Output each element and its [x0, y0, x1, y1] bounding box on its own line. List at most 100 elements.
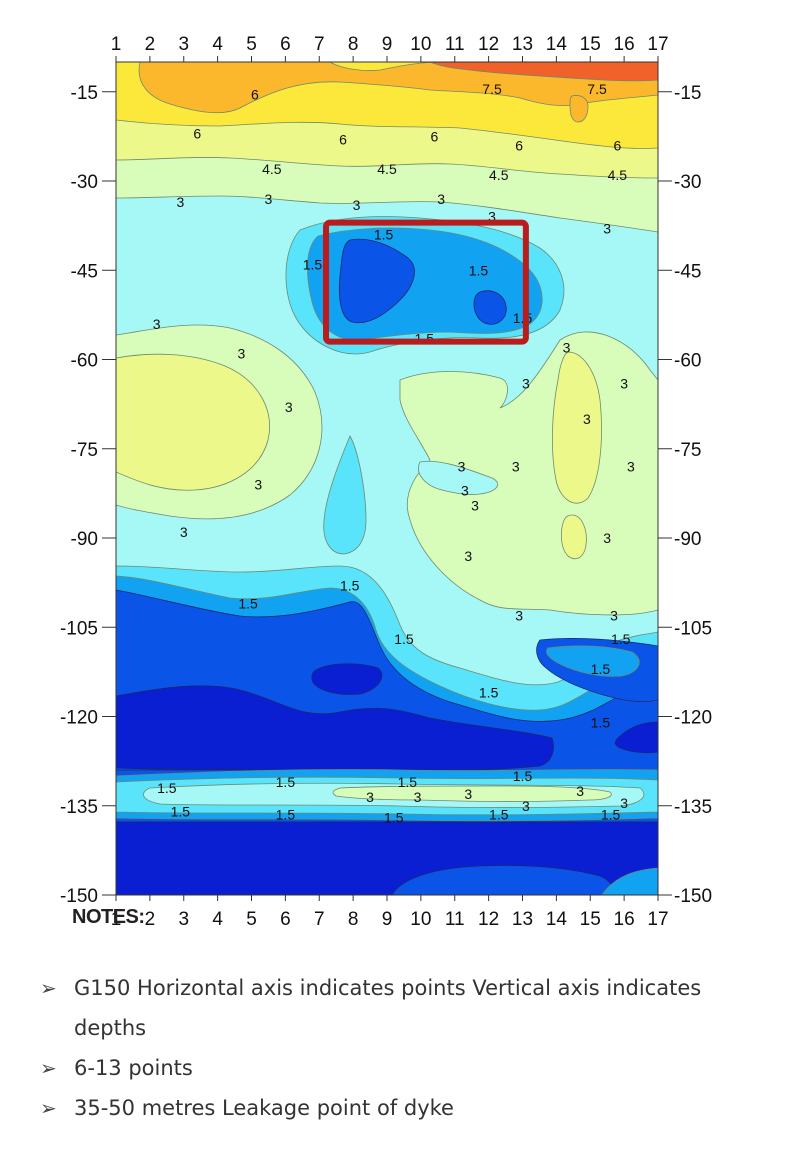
axis-ticks: 1122334455667788991010111112121313141415… [60, 34, 712, 930]
x-tick-label-bottom: 7 [314, 909, 325, 930]
y-tick-label-right: -135 [674, 797, 712, 818]
contour-label: 6 [515, 137, 523, 153]
contour-label: 3 [254, 476, 262, 492]
x-tick-label-top: 7 [314, 34, 325, 55]
contour-label: 1.5 [489, 807, 509, 823]
contour-label: 3 [522, 375, 530, 391]
contour-label: 3 [620, 375, 628, 391]
highlight-layer [323, 219, 529, 345]
x-tick-label-top: 11 [445, 34, 465, 55]
contour-label: 1.5 [238, 595, 258, 611]
x-tick-label-bottom: 15 [580, 909, 601, 930]
contour-label: 6 [251, 87, 259, 103]
x-tick-label-top: 4 [212, 34, 223, 55]
x-tick-label-top: 14 [546, 34, 568, 55]
contour-label: 6 [339, 131, 347, 147]
contour-label: 1.5 [513, 768, 533, 784]
contour-label: 3 [353, 197, 361, 213]
arrow-bullet-icon: ➢ [40, 1096, 57, 1120]
contour-label: 3 [153, 316, 161, 332]
note-item: ➢ 35-50 metres Leakage point of dyke [40, 1088, 760, 1128]
fill-spot-orange-15 [569, 95, 589, 123]
contour-label: 1.5 [601, 807, 621, 823]
contour-label: 3 [471, 497, 479, 513]
x-tick-label-top: 13 [512, 34, 533, 55]
contour-label: 6 [431, 128, 439, 144]
contour-label: 1.5 [374, 227, 394, 243]
y-tick-label-right: -60 [674, 351, 701, 372]
contour-label: 3 [522, 798, 530, 814]
note-item: ➢ 6-13 points [40, 1048, 760, 1088]
x-tick-label-bottom: 14 [546, 909, 568, 930]
contour-label: 3 [583, 411, 591, 427]
y-tick-label-left: -30 [71, 172, 98, 193]
fill-thin-green [332, 785, 612, 802]
y-tick-label-right: -90 [674, 529, 701, 550]
contour-label: 1.5 [398, 774, 418, 790]
fill-right-region-yg [552, 351, 602, 504]
fill-inner-cyan [418, 460, 499, 495]
fill-deep-right [614, 721, 658, 754]
contour-label: 6 [613, 137, 621, 153]
contour-label: 1.5 [611, 631, 631, 647]
contour-label: 4.5 [608, 167, 628, 183]
y-tick-label-right: -30 [674, 172, 701, 193]
x-tick-label-top: 1 [111, 34, 122, 55]
arrow-bullet-icon: ➢ [40, 1056, 57, 1080]
x-tick-label-bottom: 1 [111, 909, 122, 930]
x-tick-label-bottom: 3 [178, 909, 189, 930]
notes-title: NOTES: [72, 906, 145, 928]
x-tick-label-top: 17 [647, 34, 668, 55]
contour-label: 1.5 [157, 780, 177, 796]
x-tick-label-top: 6 [280, 34, 291, 55]
note-text: 35-50 metres Leakage point of dyke [74, 1096, 454, 1120]
contour-label: 3 [366, 789, 374, 805]
contour-label: 3 [237, 346, 245, 362]
y-tick-label-left: -105 [60, 618, 98, 639]
fill-streak [323, 435, 367, 555]
x-tick-label-bottom: 6 [280, 909, 291, 930]
contour-label: 4.5 [262, 161, 282, 177]
contour-label: 3 [515, 607, 523, 623]
contour-label: 3 [458, 459, 466, 475]
note-item: ➢ G150 Horizontal axis indicates points … [40, 968, 760, 1048]
y-tick-label-right: -150 [674, 886, 712, 907]
x-tick-label-bottom: 13 [512, 909, 533, 930]
contour-label: 1.5 [394, 631, 414, 647]
y-tick-label-left: -90 [71, 529, 98, 550]
contour-label: 3 [461, 482, 469, 498]
contour-label: 3 [620, 795, 628, 811]
x-tick-label-bottom: 5 [246, 909, 257, 930]
contour-label: 1.5 [276, 807, 296, 823]
contour-label: 3 [464, 548, 472, 564]
contour-label: 1.5 [384, 810, 404, 826]
y-tick-label-left: -150 [60, 886, 98, 907]
x-tick-label-bottom: 8 [348, 909, 359, 930]
x-tick-label-top: 12 [478, 34, 499, 55]
x-tick-label-bottom: 17 [647, 909, 668, 930]
contour-label: 4.5 [489, 167, 509, 183]
contour-label: 3 [512, 459, 520, 475]
contour-chart: 1 1 2 2 3 3 4 4 5 5 6 6 7 7 8 8 9 9 10 10 11 11 12 12 13 13 14 14 15… [60, 34, 712, 930]
contour-label: 1.5 [513, 310, 533, 326]
contour-label: 3 [563, 340, 571, 356]
contour-label: 1.5 [340, 578, 360, 594]
contour-label: 3 [176, 194, 184, 210]
contour-label: 1.5 [276, 774, 296, 790]
y-tick-label-left: -75 [71, 440, 98, 461]
note-text: 6-13 points [74, 1056, 193, 1080]
contour-fills [116, 62, 658, 895]
contour-label: 3 [603, 530, 611, 546]
y-tick-label-left: -45 [71, 261, 98, 282]
contour-label: 1.5 [479, 685, 499, 701]
y-tick-label-left: -15 [71, 83, 98, 104]
fill-anomaly-deep-2 [473, 290, 507, 325]
arrow-bullet-icon: ➢ [40, 976, 57, 1000]
contour-label: 7.5 [587, 81, 607, 97]
note-text: G150 Horizontal axis indicates points Ve… [74, 976, 702, 1040]
contour-label: 3 [603, 221, 611, 237]
contour-label: 1.5 [469, 262, 489, 278]
contour-label: 7.5 [482, 81, 502, 97]
fill-deep-spot [311, 663, 383, 695]
